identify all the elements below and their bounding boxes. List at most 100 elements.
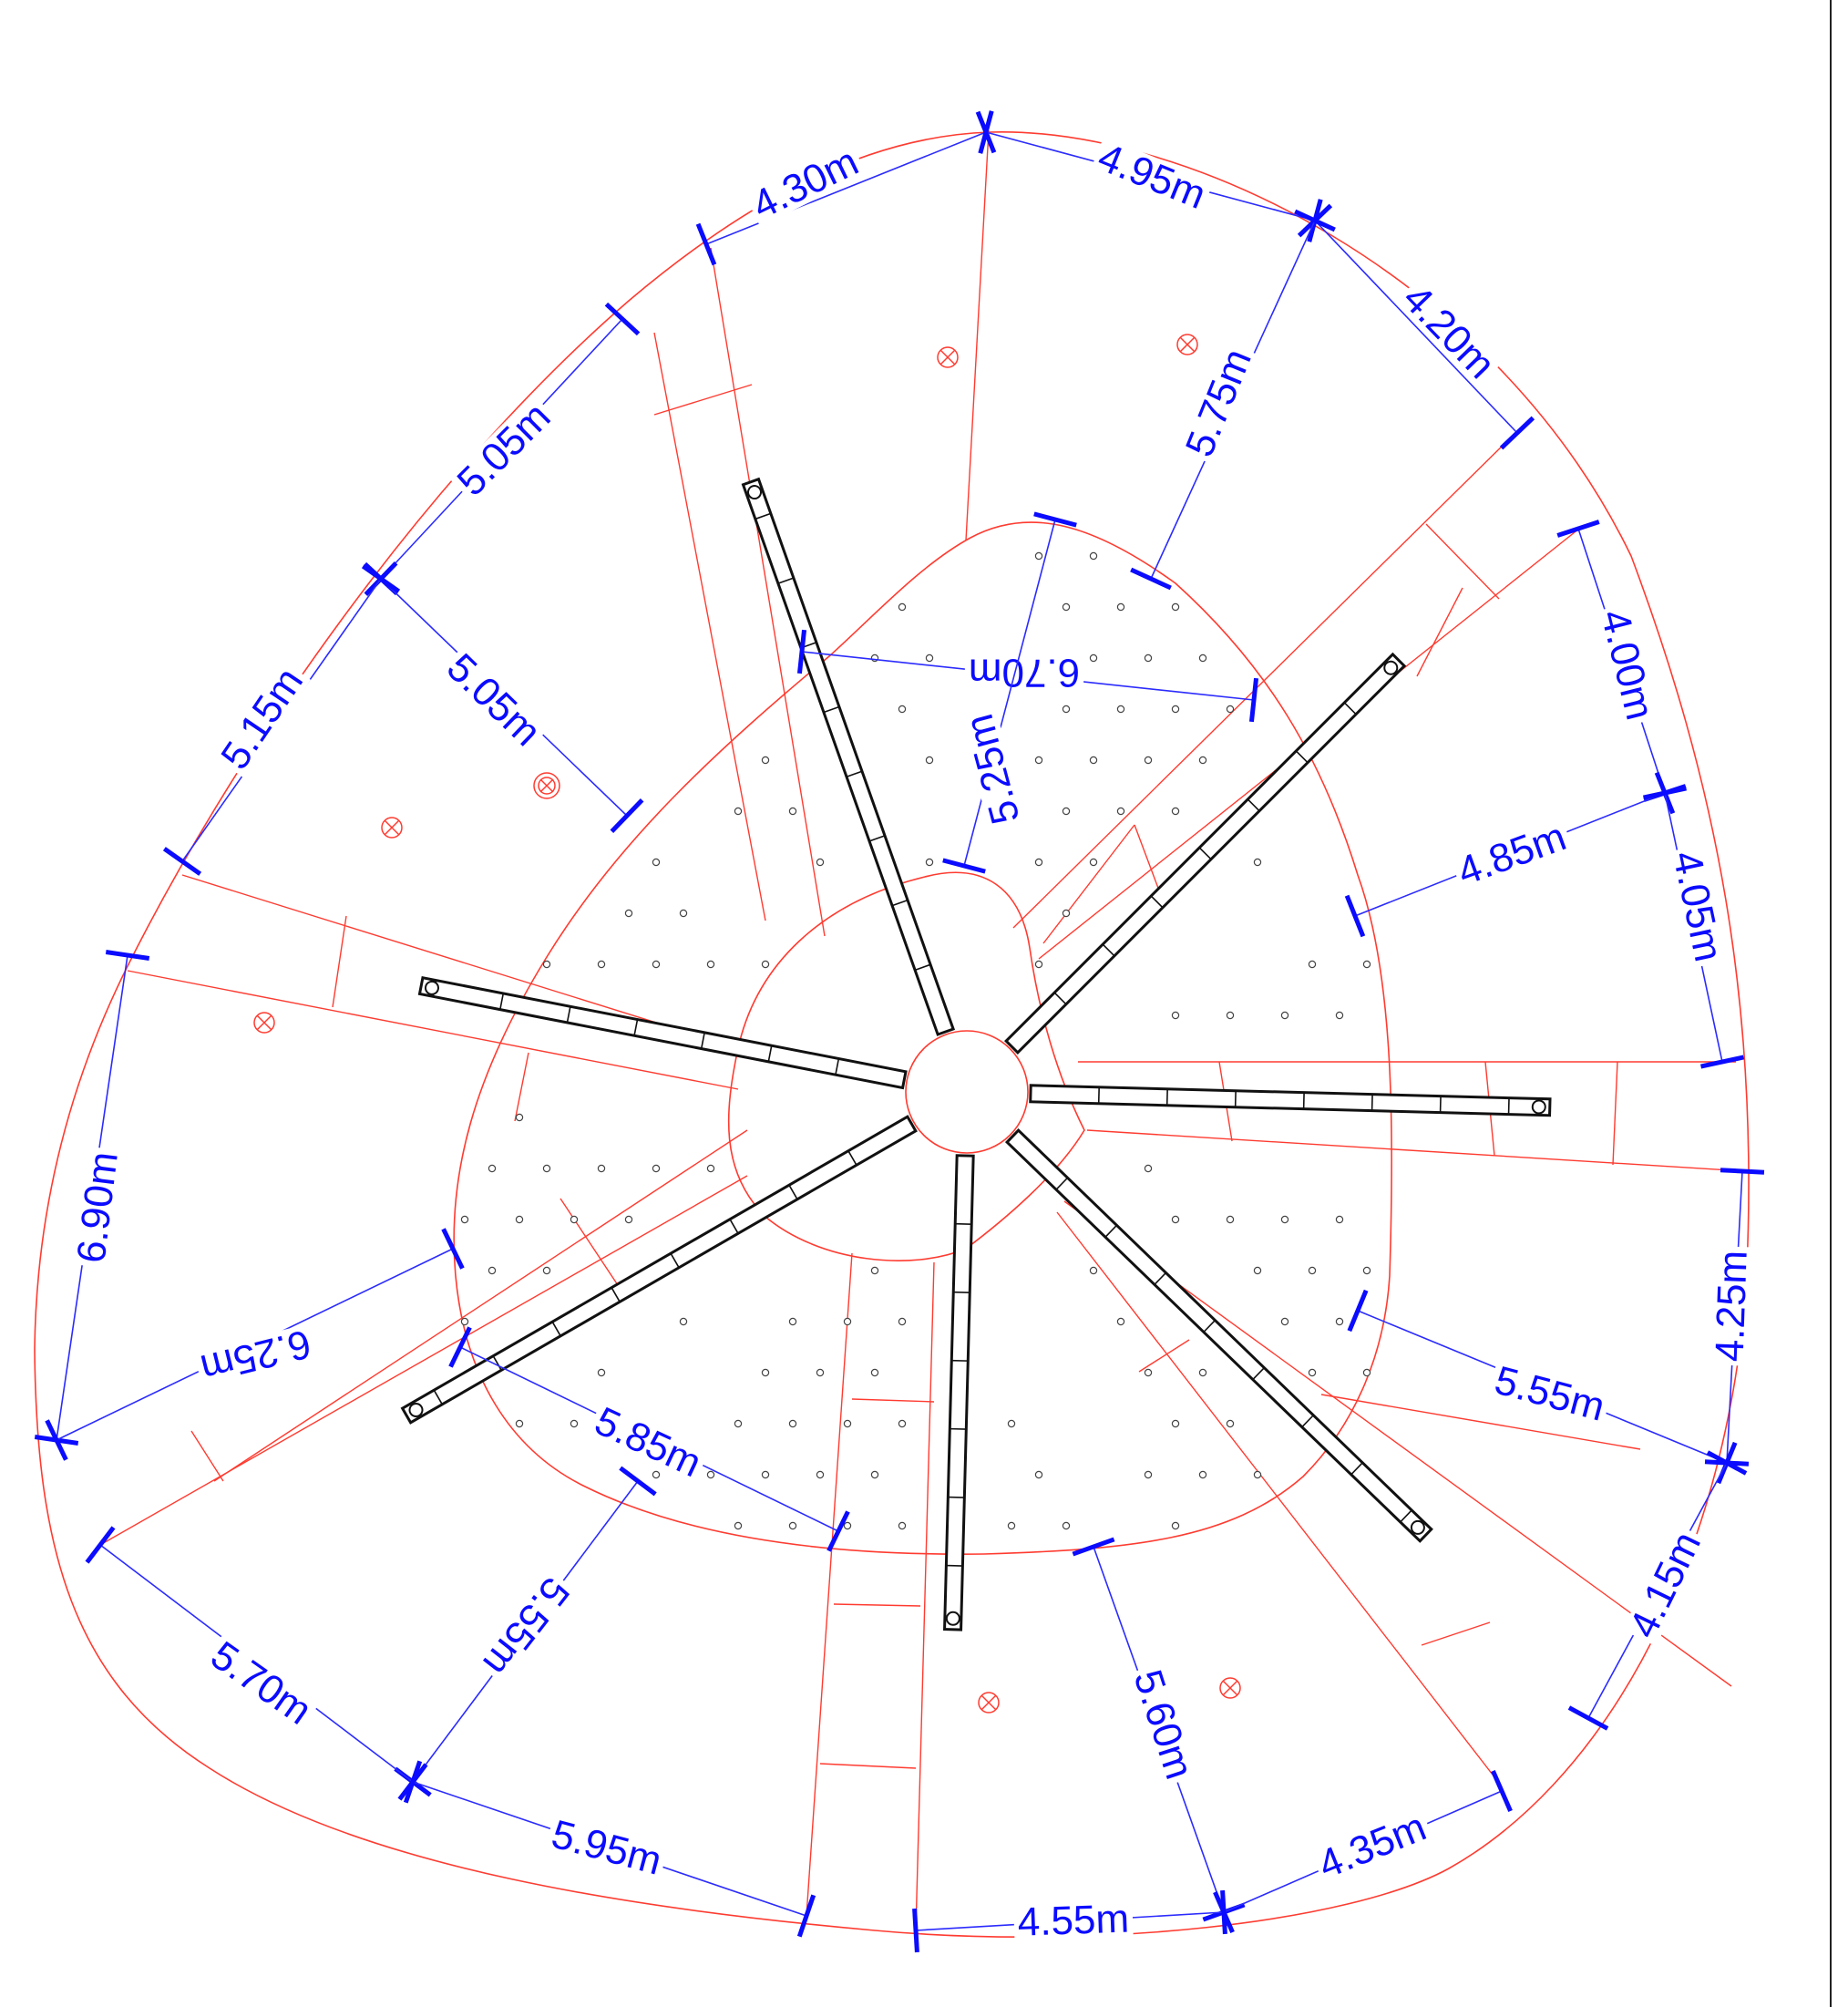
dimension-label-bg [1013,1899,1134,1941]
seating-zone-boundary [453,521,1393,1555]
seating-dot [870,1266,879,1275]
dimension-label-bg [544,1814,669,1881]
dimension-tick [1720,1168,1765,1175]
dimension-label: 5.15m [212,660,312,777]
seating-dot [898,1419,907,1428]
ladder-rung [1350,1462,1363,1476]
ladder-rung [633,1019,639,1036]
seating-dot [1062,602,1071,612]
seating-dot [542,960,551,969]
seating-dot [734,807,743,816]
seating-dot [788,1317,797,1326]
dimension-label-bg [71,1146,124,1269]
dimension-tick [1072,1537,1115,1557]
ladder-rung [788,1184,798,1200]
seating-dot [925,756,934,765]
seating-dot [1144,1368,1153,1377]
seating-dot [761,1368,770,1377]
seating-dot [1116,1317,1125,1326]
ladder-rung [1252,1367,1265,1381]
ladder-rung [1055,1177,1069,1190]
seating-dot [1062,1521,1071,1530]
dimension-label: 5.70m [203,1633,320,1734]
dimension-label: 5.05m [438,645,549,755]
dimension-label: 4.30m [745,139,865,229]
seating-dot [515,1419,524,1428]
dimension-label: 5.95m [547,1812,666,1884]
ladder-arm [741,477,956,1036]
dimension-label: 4.00m [1592,605,1662,725]
seating-dot [1034,756,1043,765]
dimension-tick [1248,677,1259,723]
ladder-rung [1154,1271,1167,1285]
seating-dot [761,1470,770,1479]
dimension-label: 5.25m [957,709,1029,829]
seating-dot [515,1215,524,1224]
dimension-tick [448,1326,472,1368]
seating-dot [1034,960,1043,969]
seating-dot [1253,1266,1262,1275]
seating-dot [570,1419,579,1428]
dimension-tick [1567,1705,1609,1731]
ladder-rung [767,1045,773,1063]
ladder-arm [1004,652,1407,1055]
dimension-tick [978,110,994,154]
seating-dot [597,1368,606,1377]
seating-dot [706,1164,715,1173]
seating-dot [1226,705,1235,714]
seating-dot [898,602,907,612]
seating-dot [1144,1164,1153,1173]
seating-dot [1089,654,1098,663]
center-hub [905,1030,1029,1154]
ladder-arm [417,976,908,1090]
dimension-tick [619,1466,657,1497]
seating-dot [652,960,661,969]
dimension-tick [1700,1055,1744,1069]
seating-dot [898,1521,907,1530]
seating-dot [652,1470,661,1479]
ladder-end-circle [408,1403,424,1417]
dimension-label-bg [586,1400,710,1485]
dimension-tick [1347,1289,1369,1333]
dimension-label: 6.25m [196,1321,315,1391]
seating-dot [925,654,934,663]
seating-dot [1007,1419,1016,1428]
seating-dot [761,756,770,765]
ladder-end-circle [747,485,763,500]
seating-dot [843,1419,852,1428]
seating-dot [1116,807,1125,816]
seating-dot [1362,1368,1371,1377]
dimension-label-bg [1394,275,1504,388]
seating-dot [1335,1215,1344,1224]
ladder-rung [868,835,886,842]
dimension-label-bg [1449,816,1575,892]
seating-dot [1226,1011,1235,1020]
seating-dot [1171,1215,1180,1224]
ladder-rung [566,1006,571,1024]
ladder-end-circle [1410,1519,1425,1535]
floor-marker-icon [253,1012,275,1034]
seating-dot [1116,705,1125,714]
dimension-tick [695,222,717,266]
seating-dot [1280,1011,1289,1020]
seating-dot [1198,1368,1207,1377]
seating-dot [706,960,715,969]
dimension-tick [1344,894,1366,938]
seating-dot [761,960,770,969]
seating-dot [460,1215,469,1224]
seating-dot [679,909,688,918]
dimension-label: 4.35m [1312,1805,1432,1888]
ladder-rung [1198,847,1212,860]
seating-dot [1226,1215,1235,1224]
seating-dot [1362,1266,1371,1275]
ladder-rung [1295,750,1309,764]
seating-dot [1144,1470,1153,1479]
seating-dot [1089,756,1098,765]
dimension-label: 4.95m [1092,135,1212,218]
ladder-rung [1102,943,1115,957]
dimension-label: 5.75m [1177,343,1260,463]
floor-marker-icon [1176,334,1198,355]
seating-dots [460,551,1371,1530]
seating-dot [1034,1470,1043,1479]
dimension-label-bg [1622,1523,1709,1647]
